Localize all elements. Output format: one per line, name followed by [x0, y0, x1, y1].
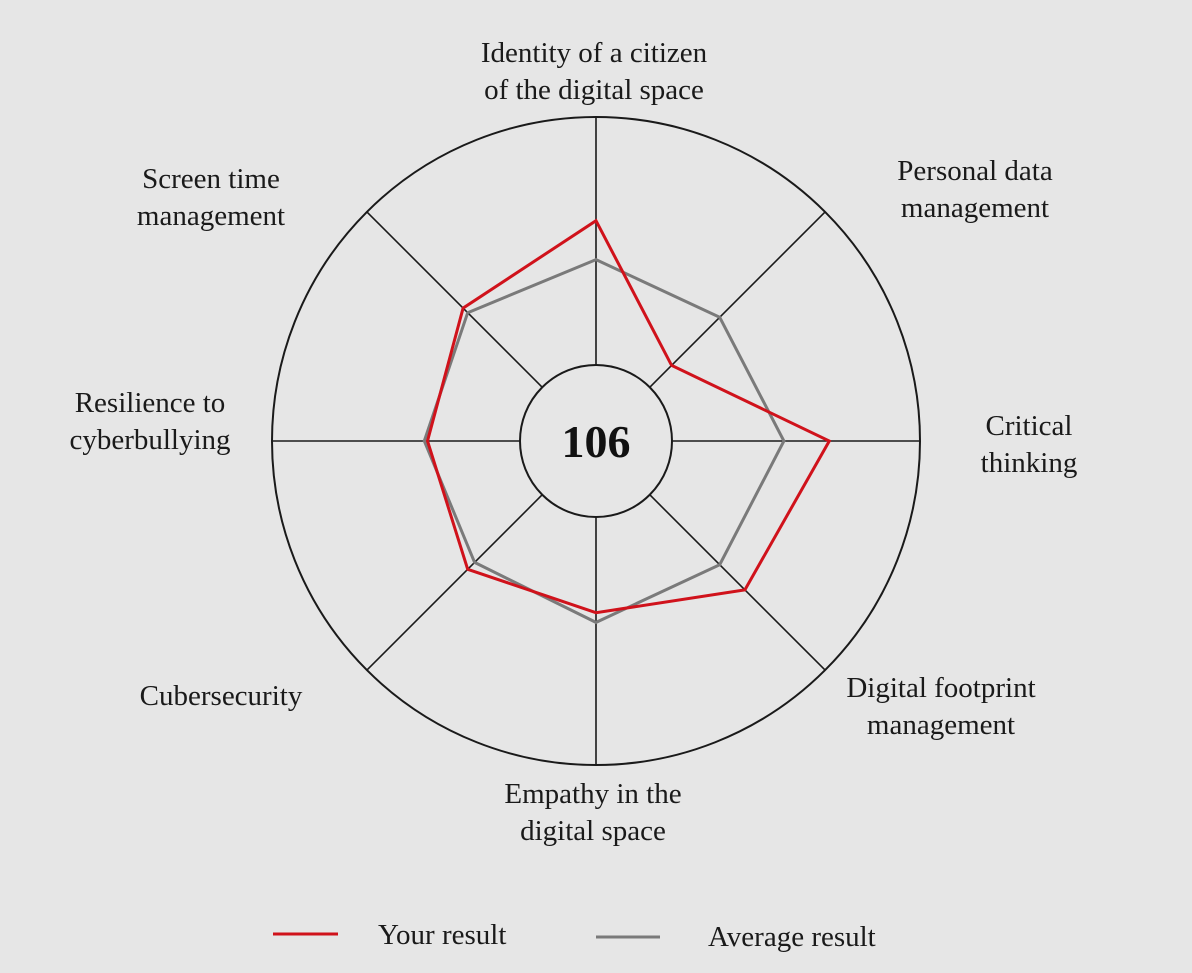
- axis-labels: Identity of a citizen of the digital spac…: [69, 37, 1077, 847]
- axis-label-line: Screen time: [142, 163, 280, 195]
- axis-label-line: Identity of a citizen: [481, 37, 708, 69]
- axis-label-4: Empathy in the digital space: [504, 778, 681, 847]
- spoke-3: [649, 494, 826, 671]
- axis-label-6: Resilience to cyberbullying: [69, 387, 230, 456]
- legend-label-average-result: Average result: [708, 921, 876, 953]
- series-layer: [422, 218, 832, 625]
- axis-label-line: Resilience to: [75, 387, 226, 419]
- axis-label-1: Personal data management: [897, 155, 1053, 224]
- axis-label-line: management: [867, 709, 1015, 741]
- axis-label-5: Cubersecurity: [140, 680, 303, 712]
- axis-label-line: Cubersecurity: [140, 680, 303, 712]
- legend: Your result Average result: [273, 919, 876, 953]
- axis-label-line: Empathy in the: [504, 778, 681, 810]
- spoke-1: [649, 211, 826, 388]
- axis-label-line: management: [137, 200, 285, 232]
- spoke-5: [366, 494, 543, 671]
- series-line-your-result: [425, 218, 832, 615]
- radar-grid: [271, 116, 921, 766]
- axis-label-line: Critical: [986, 410, 1073, 442]
- axis-label-line: Personal data: [897, 155, 1053, 187]
- axis-label-line: Digital footprint: [846, 672, 1035, 704]
- axis-label-3: Digital footprint management: [846, 672, 1035, 741]
- axis-label-line: digital space: [520, 815, 666, 847]
- axis-label-2: Critical thinking: [981, 410, 1078, 479]
- axis-label-7: Screen time management: [137, 163, 285, 232]
- series-line-average-result: [422, 257, 786, 625]
- spoke-7: [366, 211, 543, 388]
- axis-label-line: management: [901, 192, 1049, 224]
- center-circle: [519, 364, 673, 518]
- axis-label-0: Identity of a citizen of the digital spac…: [481, 37, 708, 106]
- legend-label-your-result: Your result: [378, 919, 506, 951]
- axis-label-line: of the digital space: [484, 74, 704, 106]
- center-value: 106: [562, 416, 631, 467]
- axis-label-line: cyberbullying: [69, 424, 230, 456]
- center-badge: 106: [519, 364, 673, 518]
- axis-label-line: thinking: [981, 447, 1078, 479]
